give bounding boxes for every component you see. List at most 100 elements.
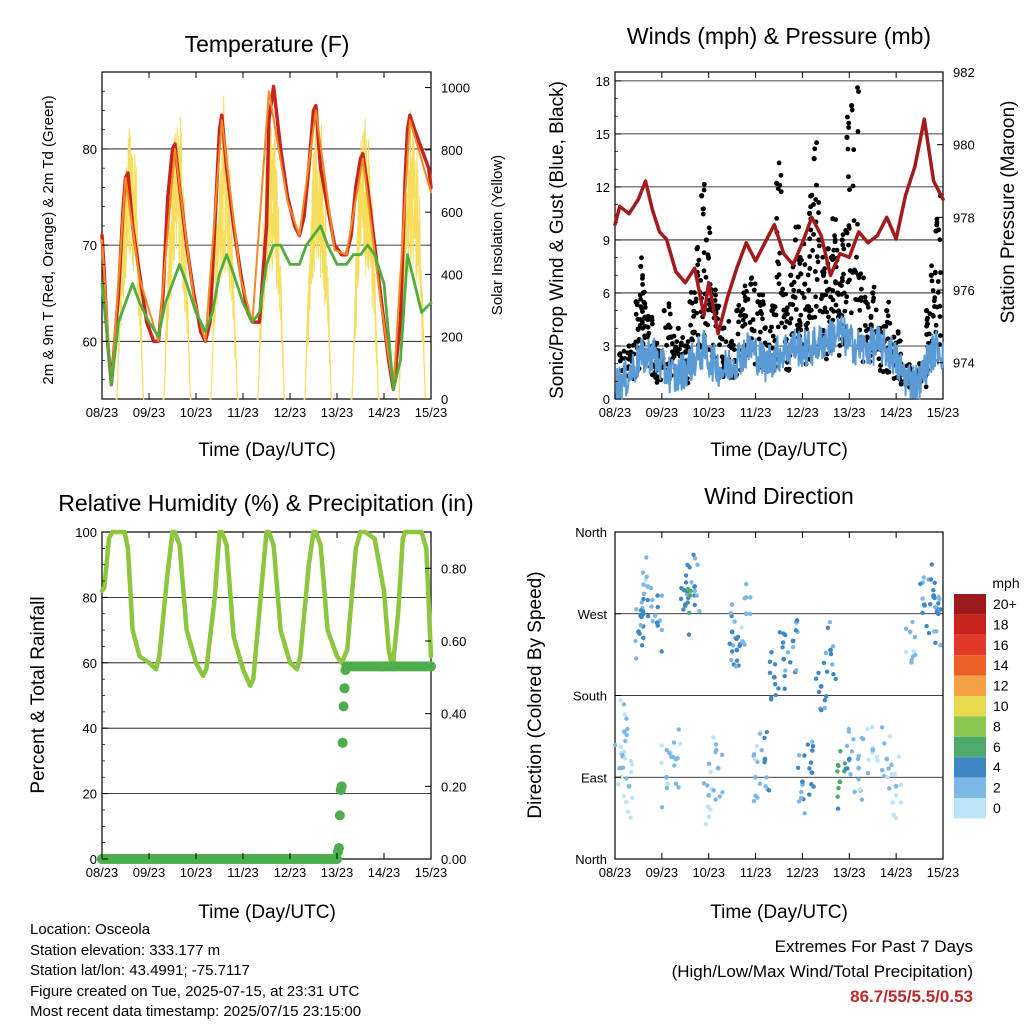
gust-point (930, 288, 936, 293)
direction-point (845, 766, 850, 771)
direction-point (717, 794, 722, 799)
gust-point (767, 328, 773, 334)
direction-point (865, 771, 871, 776)
direction-point (809, 770, 815, 776)
legend-label: 0 (993, 800, 1001, 816)
legend-label: 14 (993, 657, 1009, 673)
direction-point (894, 793, 899, 798)
direction-point (618, 698, 623, 703)
direction-point (629, 762, 635, 767)
legend-label: 10 (993, 698, 1009, 714)
gust-point (748, 276, 754, 281)
gust-point (885, 313, 891, 319)
gust-point (898, 381, 904, 387)
gust-point (816, 210, 821, 216)
extremes-line2: (High/Low/Max Wind/Total Precipitation) (671, 962, 973, 981)
x-tick-label: 12/23 (786, 865, 819, 880)
direction-point (809, 782, 814, 787)
direction-point (653, 613, 658, 618)
gust-point (793, 224, 799, 230)
direction-point (830, 644, 836, 649)
direction-point (644, 574, 649, 579)
gust-point (822, 266, 828, 272)
y-tick-label: 0 (90, 852, 97, 867)
direction-point (938, 607, 943, 612)
y-tick-label: West (578, 607, 608, 622)
direction-point (875, 758, 880, 763)
gust-point (864, 334, 870, 340)
direction-point (810, 748, 815, 753)
gust-point (778, 290, 784, 296)
gust-point (683, 350, 688, 355)
direction-point (928, 602, 933, 607)
direction-point (859, 735, 864, 741)
direction-point (838, 749, 843, 754)
humidity-line (99, 529, 434, 688)
gust-point (784, 366, 789, 372)
gust-point (756, 292, 762, 298)
gust-point (855, 129, 861, 134)
legend-label: 20+ (993, 596, 1017, 612)
y-tick-label: 40 (83, 721, 97, 736)
gust-point (822, 305, 828, 311)
gust-point (750, 317, 756, 322)
direction-point (833, 676, 838, 682)
direction-point (659, 649, 664, 654)
gust-point (748, 281, 754, 287)
station-info: Location: Osceola Station elevation: 333… (30, 920, 361, 1023)
gust-point (621, 348, 627, 354)
legend-label: 2 (993, 780, 1001, 796)
direction-point (796, 799, 802, 804)
x-tick-label: 13/23 (833, 865, 866, 880)
x-tick-label: 12/23 (274, 865, 307, 880)
gust-point (749, 326, 755, 332)
direction-point (773, 692, 778, 698)
gust-point (814, 140, 819, 146)
legend-swatch (954, 675, 986, 696)
direction-point (715, 765, 721, 771)
gust-point (819, 296, 824, 302)
direction-point (857, 787, 862, 792)
direction-point (678, 741, 683, 746)
direction-point (691, 552, 696, 557)
y-tick-label: 60 (83, 656, 97, 671)
direction-point (835, 769, 840, 774)
gust-point (885, 369, 890, 375)
gust-point (847, 187, 852, 193)
direction-point (752, 756, 758, 762)
gust-point (790, 294, 796, 299)
direction-point (650, 619, 655, 624)
gust-point (742, 314, 748, 320)
direction-point (621, 793, 627, 799)
direction-point (641, 591, 647, 596)
direction-point (742, 642, 747, 647)
direction-point (727, 641, 732, 646)
gust-point (791, 287, 797, 293)
gust-point (833, 279, 838, 284)
x-tick-label: 08/23 (86, 865, 119, 880)
direction-point (932, 580, 937, 585)
direction-point (711, 735, 716, 740)
direction-point (887, 786, 892, 791)
direction-point (625, 809, 631, 814)
rainfall-point (333, 843, 344, 854)
x-axis-label: Time (Day/UTC) (710, 440, 848, 461)
direction-point (729, 629, 735, 635)
gust-point (760, 316, 765, 322)
direction-point (629, 769, 634, 775)
extremes-values: 86.7/55/5.5/0.53 (850, 987, 973, 1006)
gust-point (677, 346, 682, 352)
direction-point (933, 640, 938, 645)
gust-point (830, 257, 835, 263)
y-axis-label: 2m & 9m T (Red, Orange) & 2m Td (Green) (40, 95, 57, 384)
gust-point (814, 277, 820, 282)
gust-point (719, 336, 725, 342)
gust-point (701, 268, 707, 274)
direction-point (788, 660, 793, 665)
direction-point (767, 670, 773, 675)
direction-point (825, 625, 831, 630)
gust-point (849, 107, 855, 113)
direction-point (790, 644, 796, 650)
direction-point (753, 793, 758, 798)
gust-point (830, 253, 835, 259)
